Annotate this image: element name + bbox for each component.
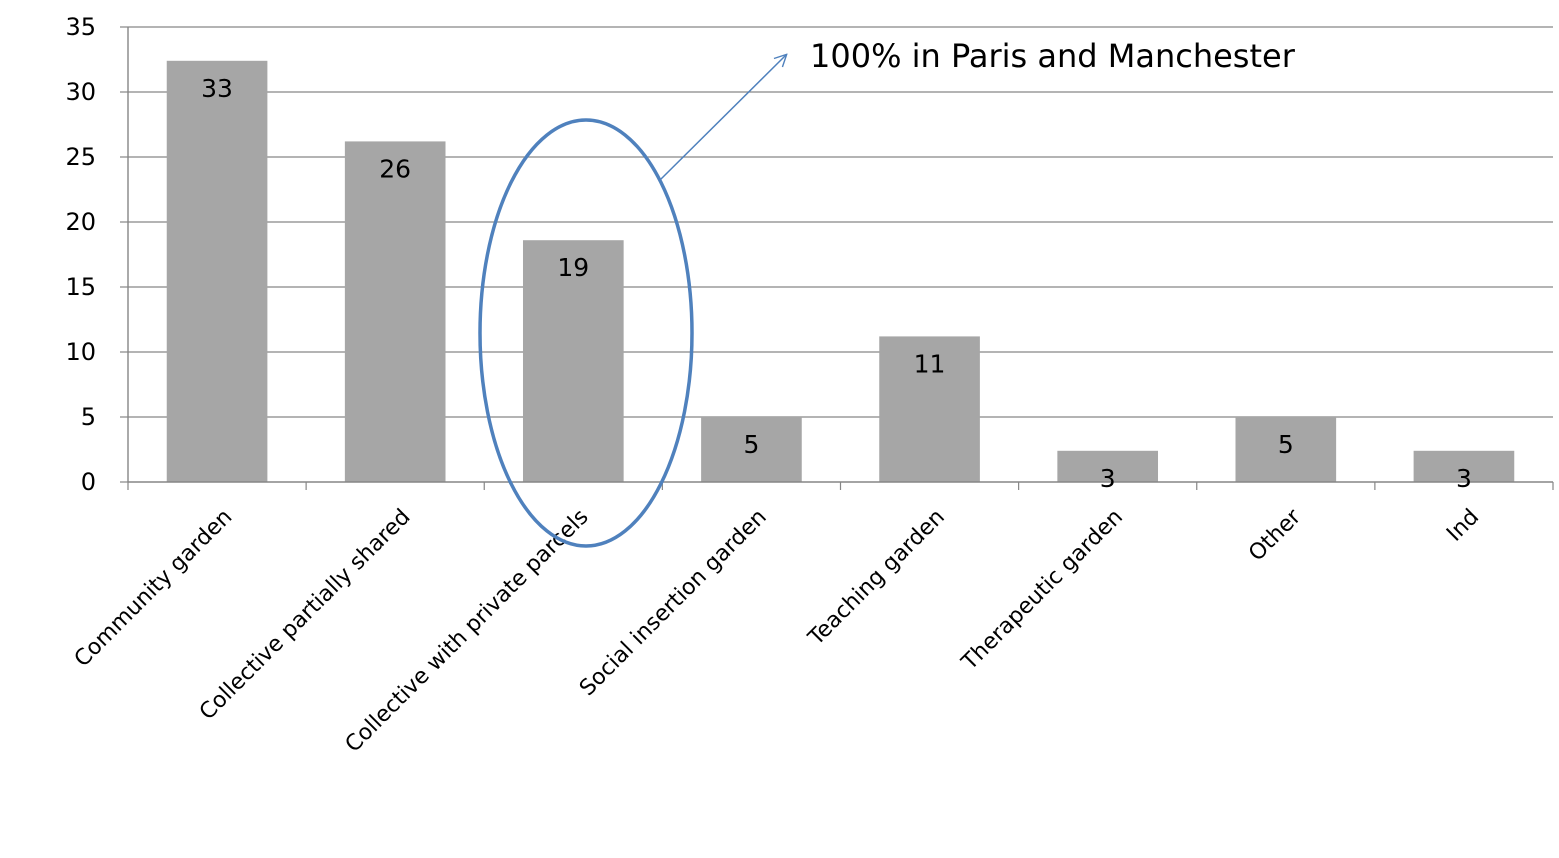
axes [127,27,1554,490]
bar [701,417,802,482]
bar [879,336,980,482]
category-label: Collective partially shared [195,505,416,726]
y-axis-ticks: 0 5 10 15 20 25 30 35 [65,13,128,496]
category-label: Teaching garden [803,505,950,652]
bar [344,141,446,482]
y-tick-label: 25 [65,143,96,171]
bar [1413,450,1515,482]
y-tick-label: 35 [65,13,96,41]
category-label: Ind [1442,505,1484,547]
y-tick-label: 0 [81,468,96,496]
bar [522,240,624,482]
category-label: Community garden [70,505,237,672]
bar [1235,417,1337,482]
category-label: Other [1244,504,1307,567]
data-label: 19 [557,253,589,282]
gridlines [128,26,1553,418]
annotation-text: 100% in Paris and Manchester [810,37,1296,75]
data-label: 3 [1456,464,1472,493]
data-label: 11 [914,349,946,378]
data-labels: 33 26 19 5 11 3 5 3 [201,74,1472,493]
y-tick-label: 5 [81,403,96,431]
data-label: 5 [743,430,759,459]
bar [166,60,268,483]
y-tick-label: 15 [65,273,96,301]
highlight-ellipse [478,118,694,548]
annotation: 100% in Paris and Manchester [478,37,1296,548]
annotation-arrow [659,55,786,181]
data-label: 33 [201,74,233,103]
category-label: Social insertion garden [575,505,772,702]
bar [1057,450,1159,482]
data-label: 3 [1100,464,1116,493]
data-label: 26 [379,154,411,183]
category-label: Therapeutic garden [957,505,1128,676]
data-label: 5 [1278,430,1294,459]
y-tick-label: 30 [65,78,96,106]
bars [166,60,1515,483]
y-tick-label: 10 [65,338,96,366]
y-tick-label: 20 [65,208,96,236]
